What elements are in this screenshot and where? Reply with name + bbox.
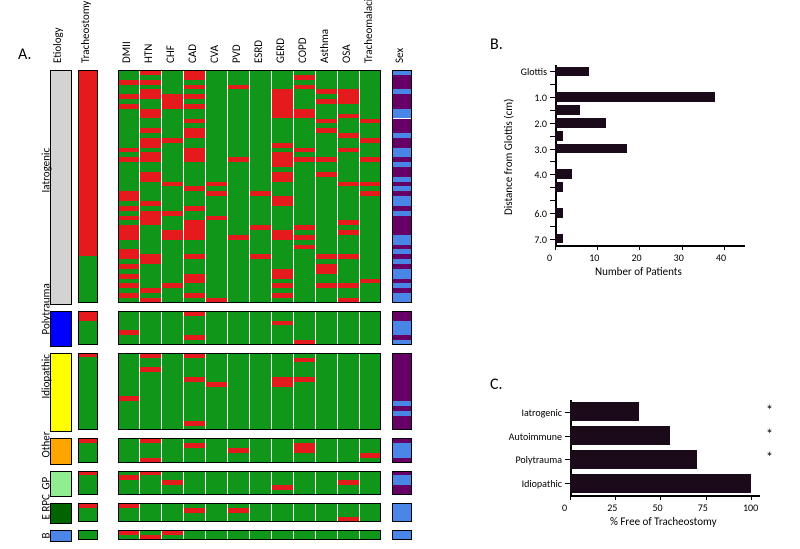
y-tick-label: 3.0 <box>534 143 547 156</box>
panel-c-label: C. <box>490 375 503 394</box>
x-axis-label: Number of Patients <box>595 265 682 278</box>
significance-star: * <box>766 402 773 419</box>
column-header: GERD <box>274 38 287 63</box>
bar <box>555 67 589 77</box>
significance-star: * <box>766 426 773 443</box>
x-tick-label: 10 <box>589 251 599 264</box>
y-tick-label: Autoimmune <box>509 430 562 443</box>
column-header: CHF <box>164 45 177 63</box>
group-label: GP <box>40 477 53 489</box>
column-header: COPD <box>296 37 309 63</box>
y-tick-label: 2.0 <box>534 117 547 130</box>
x-axis-label: % Free of Tracheostomy <box>610 515 717 528</box>
bar <box>555 92 715 102</box>
etiology-strip <box>50 70 72 305</box>
group-label: Idiopathic <box>40 386 53 398</box>
bar <box>570 474 751 493</box>
column-header: DMII <box>120 41 133 63</box>
etiology-strip <box>50 438 72 464</box>
group-label: B <box>40 530 53 542</box>
panel-a-label: A. <box>18 45 31 64</box>
panel-a-heatmap: EtiologyTracheostomyDMIIHTNCHFCADCVAPVDE… <box>50 25 450 530</box>
group-label: Iatrogenic <box>40 181 53 193</box>
bar <box>570 402 639 421</box>
x-tick-label: 0 <box>547 251 552 264</box>
x-tick-label: 75 <box>698 501 708 514</box>
y-tick-label: Iatrogenic <box>521 406 562 419</box>
etiology-strip <box>50 530 72 542</box>
x-tick-label: 0 <box>562 501 567 514</box>
column-header: OSA <box>340 44 353 63</box>
x-tick-label: 25 <box>607 501 617 514</box>
column-header: Tracheostomy <box>79 1 92 63</box>
y-tick-label: 7.0 <box>534 233 547 246</box>
group-label: Polytrauma <box>40 322 53 334</box>
bar <box>555 182 563 192</box>
column-header: PVD <box>230 44 243 63</box>
column-header: CAD <box>186 44 199 63</box>
y-tick-label: 1.0 <box>534 91 547 104</box>
column-header: Sex <box>393 48 406 63</box>
significance-star: * <box>766 449 773 466</box>
bar <box>555 131 563 141</box>
etiology-strip <box>50 353 72 433</box>
column-header: Asthma <box>318 29 331 63</box>
etiology-strip <box>50 311 72 347</box>
column-header: HTN <box>142 44 155 63</box>
column-header: Tracheomalacia <box>362 0 375 63</box>
column-header: CVA <box>208 45 221 63</box>
bar <box>570 450 697 469</box>
y-tick-label: Idiopathic <box>522 477 562 490</box>
y-tick-label: Glottis <box>521 65 547 78</box>
etiology-strip <box>50 503 72 524</box>
panel-b-label: B. <box>490 35 503 54</box>
bar <box>555 105 580 115</box>
bar <box>555 144 627 154</box>
group-label: E RPC <box>40 507 53 519</box>
x-tick-label: 100 <box>743 501 758 514</box>
y-tick-label: 4.0 <box>534 168 547 181</box>
x-tick-label: 50 <box>652 501 662 514</box>
y-axis-label: Distance from Glottis (cm) <box>502 99 515 215</box>
x-tick-label: 20 <box>631 251 641 264</box>
x-tick-label: 30 <box>674 251 684 264</box>
bar <box>555 234 563 244</box>
bar <box>555 169 572 179</box>
column-header: Etiology <box>51 27 64 63</box>
column-header: ESRD <box>252 40 265 63</box>
etiology-strip <box>50 471 72 497</box>
group-label: Other <box>40 445 53 457</box>
x-tick-label: 40 <box>716 251 726 264</box>
bar <box>555 118 606 128</box>
bar <box>555 208 563 218</box>
y-tick-label: Polytrauma <box>515 453 562 466</box>
y-tick-label: 6.0 <box>534 207 547 220</box>
bar <box>570 426 670 445</box>
